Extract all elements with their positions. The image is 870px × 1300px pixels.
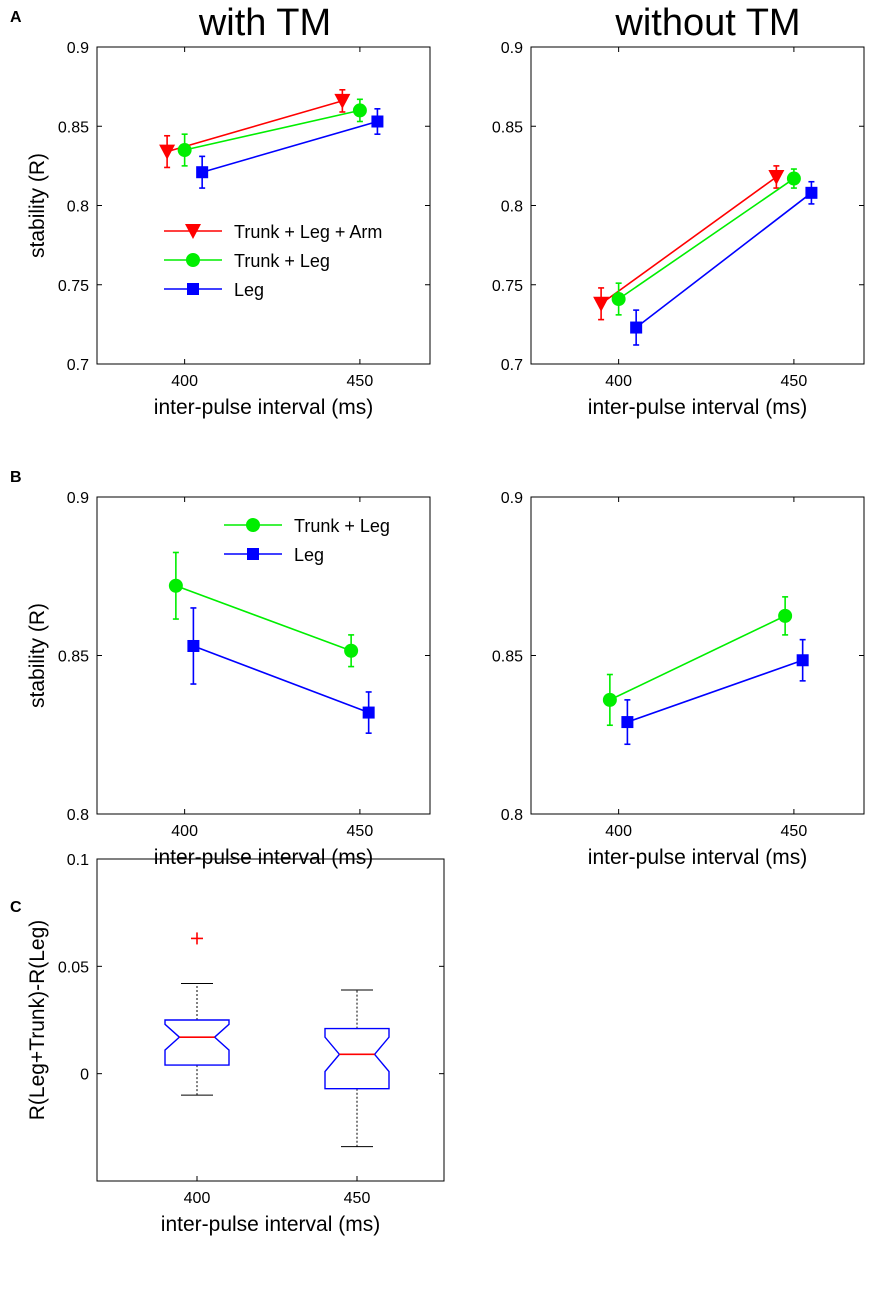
chart-c-boxplot: 0 0.05 0.1 400 450 inter-pulse interval (ms) R… xyxy=(26,852,445,1236)
panel-letter-a: A xyxy=(10,9,22,26)
b-with-tm-ytick-label: 0.8 xyxy=(67,807,89,824)
a-with-tm-y-axis-label: stability (R) xyxy=(26,153,49,258)
c-boxplot-ytick-label: 0.1 xyxy=(67,852,89,869)
b-with-tm-legend-marker xyxy=(246,518,260,532)
c-boxplot-ytick-label: 0.05 xyxy=(58,959,89,976)
b-with-tm-y-axis-label: stability (R) xyxy=(26,603,49,708)
b-with-tm-data-point xyxy=(187,639,200,652)
a-with-tm-legend-marker xyxy=(185,224,201,239)
b-with-tm-series-line xyxy=(193,645,369,714)
a-with-tm-legend-marker xyxy=(186,253,200,267)
chart-b-without-tm: 0.8 0.85 0.9 400 450 inter-pulse interval (ms… xyxy=(492,490,865,869)
b-without-tm-ytick-label: 0.8 xyxy=(501,807,523,824)
a-without-tm-ytick-label: 0.75 xyxy=(492,278,523,295)
a-without-tm-data-point xyxy=(630,321,643,334)
b-without-tm-series-line xyxy=(627,659,803,723)
b-with-tm-xtick-label: 400 xyxy=(171,823,198,840)
a-with-tm-series-line xyxy=(201,120,378,173)
c-boxplot-y-axis-label: R(Leg+Trunk)-R(Leg) xyxy=(26,920,49,1121)
chart-a-with-tm: 0.7 0.75 0.8 0.85 0.9 400 450 Trunk + Leg + Arm… xyxy=(26,40,431,419)
a-without-tm-data-point xyxy=(768,169,785,185)
a-with-tm-axes-frame xyxy=(96,46,431,365)
a-with-tm-legend-marker xyxy=(187,283,199,295)
panel-letter-b: B xyxy=(10,469,22,486)
b-with-tm-data-point xyxy=(344,643,359,658)
b-without-tm-data-point xyxy=(796,654,809,667)
b-with-tm-data-point xyxy=(362,706,375,719)
a-with-tm-ytick-label: 0.9 xyxy=(67,40,89,57)
panel-letter-c: C xyxy=(10,899,22,916)
a-without-tm-ytick-label: 0.9 xyxy=(501,40,523,57)
b-without-tm-xtick-label: 450 xyxy=(781,823,808,840)
a-with-tm-ytick-label: 0.8 xyxy=(67,199,89,216)
a-without-tm-series-line xyxy=(635,192,812,329)
a-with-tm-xtick-label: 450 xyxy=(347,373,374,390)
a-without-tm-ytick-label: 0.85 xyxy=(492,119,523,136)
c-boxplot-axes-frame xyxy=(96,858,445,1182)
a-without-tm-series-line xyxy=(600,176,777,305)
c-boxplot-box xyxy=(324,1027,390,1090)
c-boxplot-xtick-label: 400 xyxy=(184,1190,211,1207)
c-boxplot-ytick-label: 0 xyxy=(80,1067,89,1084)
b-without-tm-x-axis-label: inter-pulse interval (ms) xyxy=(588,846,807,869)
b-without-tm-axes-frame xyxy=(530,496,865,815)
c-boxplot-x-axis-label: inter-pulse interval (ms) xyxy=(161,1213,380,1236)
a-without-tm-data-point xyxy=(786,171,801,186)
b-with-tm-axes-frame xyxy=(96,496,431,815)
b-with-tm-ytick-label: 0.9 xyxy=(67,490,89,507)
b-with-tm-data-point xyxy=(168,578,183,593)
b-without-tm-data-point xyxy=(621,716,634,729)
a-without-tm-xtick-label: 450 xyxy=(781,373,808,390)
a-with-tm-data-point xyxy=(196,166,209,179)
a-without-tm-data-point xyxy=(611,292,626,307)
b-with-tm-legend-marker xyxy=(247,548,259,560)
a-with-tm-data-point xyxy=(352,103,367,118)
b-without-tm-data-point xyxy=(778,608,793,623)
b-without-tm-series-line xyxy=(609,615,786,701)
chart-b-with-tm: 0.8 0.85 0.9 400 450 Trunk + Leg Leg inter-puls… xyxy=(26,490,431,869)
a-with-tm-x-axis-label: inter-pulse interval (ms) xyxy=(154,396,373,419)
a-without-tm-ytick-label: 0.7 xyxy=(501,357,523,374)
a-without-tm-ytick-label: 0.8 xyxy=(501,199,523,216)
a-without-tm-x-axis-label: inter-pulse interval (ms) xyxy=(588,396,807,419)
c-boxplot-xtick-label: 450 xyxy=(344,1190,371,1207)
column-title-with-tm: with TM xyxy=(198,2,331,44)
b-with-tm-series-line xyxy=(175,585,352,652)
b-without-tm-ytick-label: 0.85 xyxy=(492,649,523,666)
b-with-tm-x-axis-label: inter-pulse interval (ms) xyxy=(154,846,373,869)
a-without-tm-axes-frame xyxy=(530,46,865,365)
a-with-tm-ytick-label: 0.75 xyxy=(58,278,89,295)
a-without-tm-xtick-label: 400 xyxy=(605,373,632,390)
a-with-tm-series-line xyxy=(184,109,361,151)
b-with-tm-legend-label: Leg xyxy=(294,545,324,565)
column-title-without-tm: without TM xyxy=(614,2,800,44)
a-with-tm-data-point xyxy=(334,93,351,109)
a-with-tm-series-line xyxy=(166,100,343,153)
a-with-tm-data-point xyxy=(371,115,384,128)
a-with-tm-data-point xyxy=(159,144,176,160)
a-without-tm-series-line xyxy=(618,177,795,300)
a-with-tm-legend-label: Trunk + Leg + Arm xyxy=(234,222,382,242)
b-with-tm-xtick-label: 450 xyxy=(347,823,374,840)
b-with-tm-legend-label: Trunk + Leg xyxy=(294,516,390,536)
b-without-tm-data-point xyxy=(602,692,617,707)
b-with-tm-ytick-label: 0.85 xyxy=(58,649,89,666)
chart-a-without-tm: 0.7 0.75 0.8 0.85 0.9 400 450 inter-pulse inter… xyxy=(492,40,865,419)
a-with-tm-ytick-label: 0.7 xyxy=(67,357,89,374)
a-without-tm-data-point xyxy=(805,186,818,199)
a-with-tm-data-point xyxy=(177,143,192,158)
a-with-tm-legend-label: Trunk + Leg xyxy=(234,251,330,271)
a-with-tm-ytick-label: 0.85 xyxy=(58,119,89,136)
a-without-tm-data-point xyxy=(593,296,610,312)
a-with-tm-legend-label: Leg xyxy=(234,280,264,300)
a-with-tm-xtick-label: 400 xyxy=(171,373,198,390)
b-without-tm-xtick-label: 400 xyxy=(605,823,632,840)
b-without-tm-ytick-label: 0.9 xyxy=(501,490,523,507)
c-boxplot-box xyxy=(164,1019,230,1066)
